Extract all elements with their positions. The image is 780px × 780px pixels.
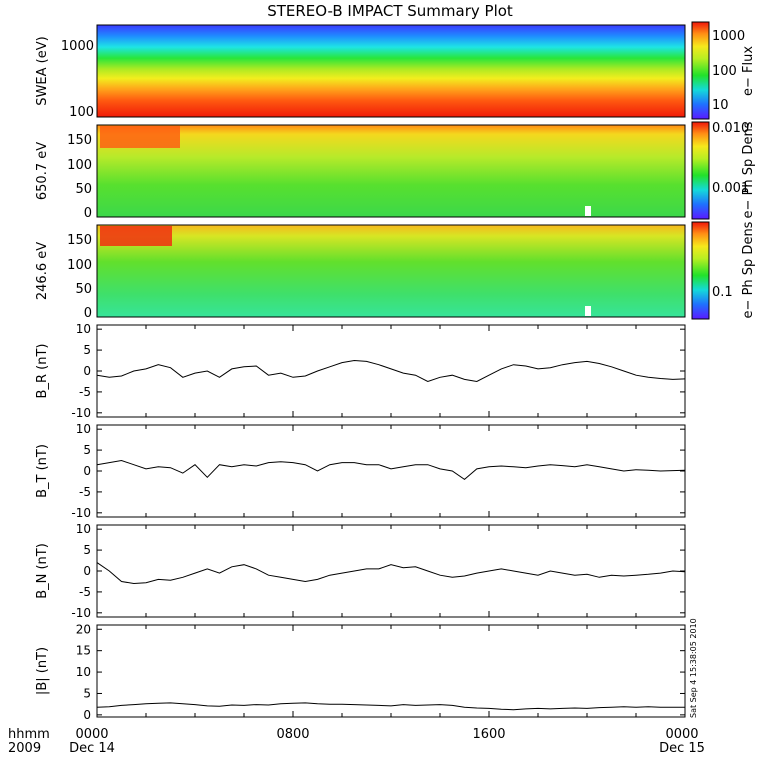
creation-timestamp: Sat Sep 4 15:38:05 2010 xyxy=(689,618,698,718)
pad246-ytick: 150 xyxy=(67,233,92,248)
pad650-cbar-label: e− Ph Sp Dens xyxy=(741,121,756,218)
pad650-high-flux-patch xyxy=(100,126,180,148)
bmag-ytick-label: 5 xyxy=(83,686,91,700)
chart-title: STEREO-B IMPACT Summary Plot xyxy=(267,2,513,20)
pad246-colorbar xyxy=(691,221,710,320)
br-frame xyxy=(96,324,686,418)
pad650-ytick: 0 xyxy=(84,206,92,221)
pad650-colorbar xyxy=(691,121,710,220)
bn-ytick-label: -5 xyxy=(79,585,91,599)
br-ytick-label: 5 xyxy=(83,343,91,357)
pad246-ytick: 100 xyxy=(67,258,92,273)
pad650-ylabel: 650.7 eV xyxy=(35,142,50,200)
swea-ylabel: SWEA (eV) xyxy=(35,36,50,105)
pad246-ytick: 0 xyxy=(84,306,92,321)
pad650-ytick: 150 xyxy=(67,133,92,148)
bmag-ylabel: |B| (nT) xyxy=(35,647,50,695)
swea-frame xyxy=(96,24,686,118)
swea-ytick: 1000 xyxy=(61,39,94,54)
pad246-data-gap xyxy=(585,306,591,316)
bmag-ytick-label: 15 xyxy=(76,644,91,658)
swea-cbar-label: e− Flux xyxy=(741,46,756,96)
x-tick-label: 0000 xyxy=(665,727,698,742)
x-tick-label: 0000 xyxy=(75,727,108,742)
swea-cbar-tick: 10 xyxy=(712,98,729,113)
bt-ytick-label: 5 xyxy=(83,443,91,457)
pad650-spectrogram xyxy=(97,125,685,217)
x-date-label: Dec 14 xyxy=(69,741,115,756)
bt-ytick-label: 10 xyxy=(76,422,91,436)
swea-ytick: 100 xyxy=(69,105,94,120)
field-panels: 10 5 0 -5 -10 B_R (nT) 10 5 0 -5 -10 B_T (nT) 10 5 0 -5… xyxy=(35,322,686,722)
bmag-ytick-label: 20 xyxy=(76,622,91,636)
swea-cbar-tick: 100 xyxy=(712,64,737,79)
br-ytick-label: 0 xyxy=(83,364,91,378)
pad650-frame xyxy=(96,124,686,218)
pad246-high-flux-patch xyxy=(100,226,172,246)
bn-ytick-label: 0 xyxy=(83,564,91,578)
bmag-ytick-label: 10 xyxy=(76,665,91,679)
x-date-label: Dec 15 xyxy=(659,741,705,756)
br-ytick-label: 10 xyxy=(76,322,91,336)
year-label: 2009 xyxy=(8,741,41,756)
br-ytick-label: -10 xyxy=(71,406,91,420)
x-tick-label: 0800 xyxy=(276,727,309,742)
bn-ytick-label: 10 xyxy=(76,522,91,536)
bn-frame xyxy=(96,524,686,618)
bt-ylabel: B_T (nT) xyxy=(35,444,50,498)
bt-series-line xyxy=(96,459,686,481)
bt-ytick-label: -10 xyxy=(71,506,91,520)
bn-ylabel: B_N (nT) xyxy=(35,543,50,599)
br-ylabel: B_R (nT) xyxy=(35,344,50,399)
br-series-line xyxy=(96,359,686,383)
bn-ytick-label: -10 xyxy=(71,606,91,620)
br-ytick-label: -5 xyxy=(79,385,91,399)
swea-colorbar xyxy=(691,21,710,120)
swea-spectrogram xyxy=(97,25,685,117)
pad246-spectrogram xyxy=(97,225,685,317)
bmag-ytick-label: 0 xyxy=(83,708,91,722)
pad246-frame xyxy=(96,224,686,318)
pad650-ytick: 100 xyxy=(67,158,92,173)
pad246-cbar-tick: 0.1 xyxy=(712,285,733,300)
time-axis-label: hhmm xyxy=(8,727,50,742)
pad246-cbar-label: e− Ph Sp Dens xyxy=(741,221,756,318)
bmag-frame xyxy=(96,624,686,718)
pad246-ylabel: 246.6 eV xyxy=(35,242,50,300)
bt-ytick-label: -5 xyxy=(79,485,91,499)
bmag-series-line xyxy=(96,702,685,711)
bt-ytick-label: 0 xyxy=(83,464,91,478)
pad650-ytick: 50 xyxy=(75,182,92,197)
pad650-cbar-tick: 0.010 xyxy=(712,121,749,136)
pad246-ytick: 50 xyxy=(75,282,92,297)
swea-cbar-tick: 1000 xyxy=(712,29,745,44)
pad650-cbar-tick: 0.001 xyxy=(712,181,749,196)
bn-series-line xyxy=(96,562,686,585)
bn-ytick-label: 5 xyxy=(83,543,91,557)
x-tick-label: 1600 xyxy=(472,727,505,742)
pad650-data-gap xyxy=(585,206,591,216)
